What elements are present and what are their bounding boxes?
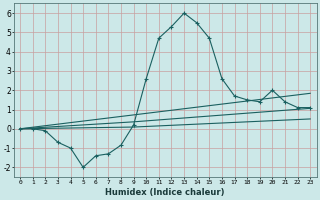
X-axis label: Humidex (Indice chaleur): Humidex (Indice chaleur) — [105, 188, 225, 197]
